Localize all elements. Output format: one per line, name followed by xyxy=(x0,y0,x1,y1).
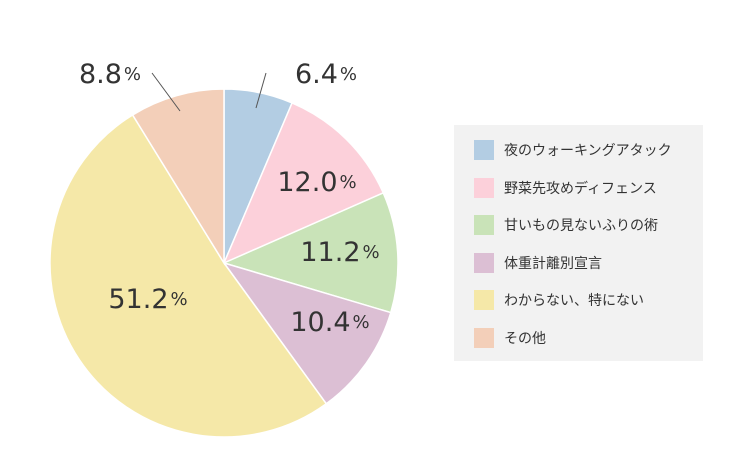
slice-value-number: 8.8 xyxy=(79,59,122,90)
slice-value-unit: % xyxy=(353,312,370,333)
slice-value-number: 11.2 xyxy=(300,237,360,268)
pie-slices xyxy=(49,88,399,438)
legend-swatch xyxy=(474,252,494,273)
legend-item: わからない、特にない xyxy=(474,289,644,311)
leader-lines xyxy=(151,72,267,112)
legend-label: 甘いもの見ないふりの術 xyxy=(504,218,658,234)
slice-value-label: 8.8% xyxy=(79,59,141,90)
pie-slice xyxy=(221,191,399,314)
legend-swatch xyxy=(474,177,494,198)
slice-value-unit: % xyxy=(363,242,380,263)
legend-label: 体重計離別宣言 xyxy=(504,255,602,272)
slice-value-unit: % xyxy=(171,289,188,310)
slice-value-unit: % xyxy=(340,64,357,85)
pie-slice xyxy=(131,88,225,266)
slice-value-label: 12.0% xyxy=(277,167,356,198)
legend-item: その他 xyxy=(474,327,546,349)
slice-value-number: 10.4 xyxy=(290,307,350,338)
slice-value-label: 51.2% xyxy=(108,284,187,315)
legend-swatch xyxy=(474,327,494,348)
slice-value-number: 12.0 xyxy=(277,167,337,198)
slice-value-label: 10.4% xyxy=(290,307,369,338)
leader-line xyxy=(255,72,267,109)
slice-value-number: 51.2 xyxy=(108,284,168,315)
legend-item: 甘いもの見ないふりの術 xyxy=(474,214,658,236)
legend-swatch xyxy=(474,215,494,235)
legend-label: 野菜先攻めディフェンス xyxy=(504,180,657,197)
pie-slice xyxy=(222,261,392,405)
legend-item: 野菜先攻めディフェンス xyxy=(474,177,657,199)
legend-label: その他 xyxy=(504,330,546,347)
legend-label: 夜のウォーキングアタック xyxy=(504,143,672,159)
pie-slice xyxy=(222,101,385,265)
legend-label: わからない、特にない xyxy=(504,293,644,309)
legend-swatch xyxy=(474,290,494,310)
slice-value-unit: % xyxy=(124,64,141,85)
legend-swatch xyxy=(474,140,494,160)
slice-value-label: 11.2% xyxy=(300,237,379,268)
legend-item: 夜のウォーキングアタック xyxy=(474,139,672,161)
value-labels: 6.4 %12.0 %11.2 %10.4 %51.2 %8.8% xyxy=(79,59,380,338)
slice-value-number: 6.4 xyxy=(295,59,338,90)
slice-value-label: 6.4% xyxy=(295,59,357,90)
legend-item: 体重計離別宣言 xyxy=(474,252,602,274)
legend: 夜のウォーキングアタック 野菜先攻めディフェンス 甘いもの見ないふりの術 体重計離別宣… xyxy=(454,125,703,361)
leader-line xyxy=(151,72,181,112)
pie-slice xyxy=(49,113,328,438)
slice-value-unit: % xyxy=(340,172,357,193)
